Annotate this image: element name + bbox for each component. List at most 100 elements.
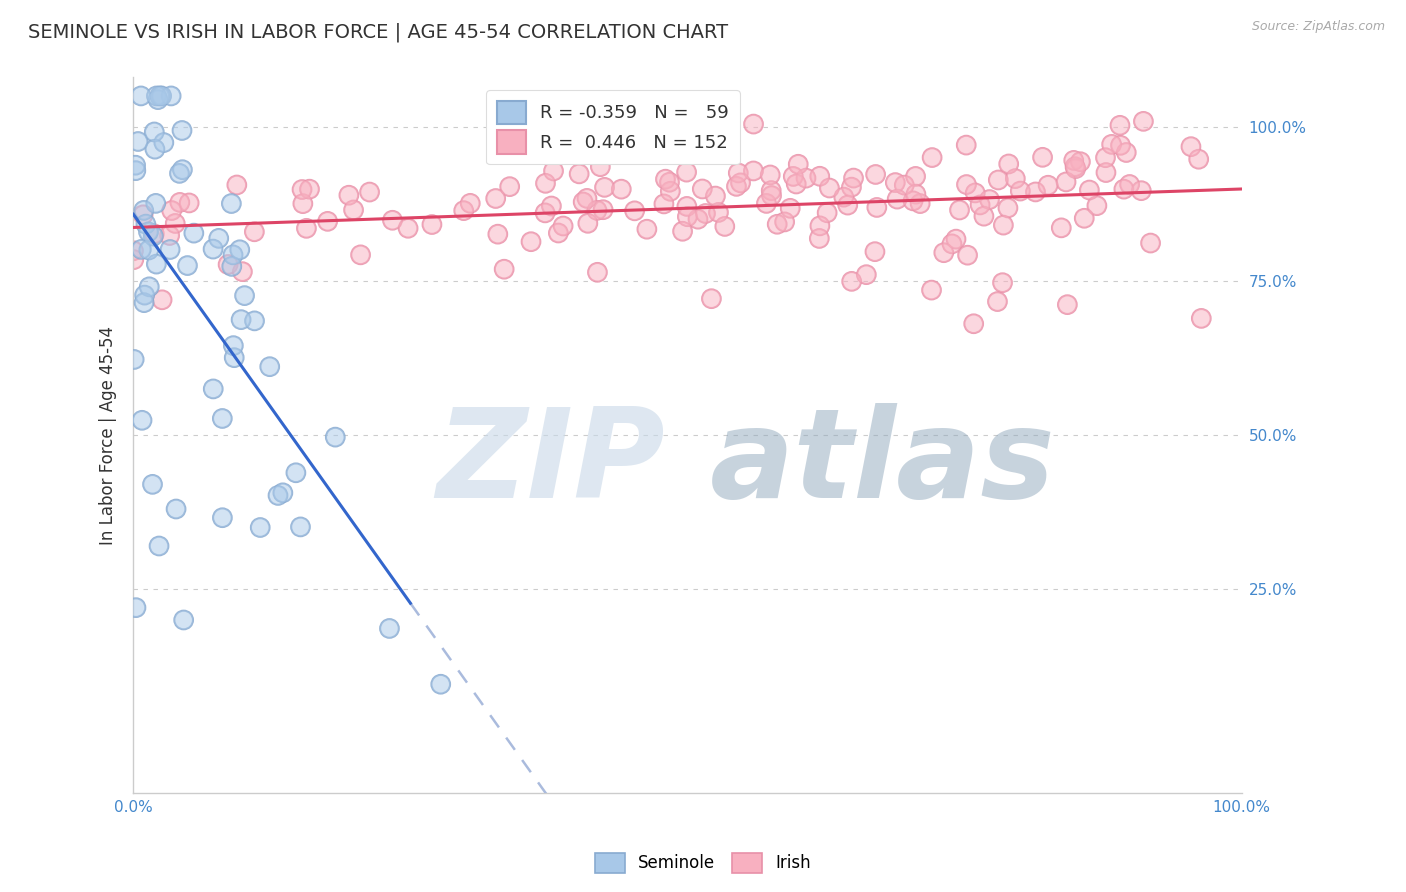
Point (782, 169, 804, 184)
Point (165, 502, 187, 516)
Point (1063, 153, 1085, 168)
Point (652, 197, 675, 211)
Point (211, 510, 233, 524)
Point (1064, 160, 1087, 174)
Point (808, 169, 831, 184)
Point (125, 600, 148, 615)
Point (884, 176, 907, 190)
Point (586, 203, 609, 218)
Point (714, 219, 737, 234)
Point (134, 288, 156, 302)
Point (225, 178, 247, 192)
Point (921, 283, 943, 297)
Point (145, 89, 167, 103)
Point (125, 163, 148, 178)
Point (420, 218, 443, 232)
Point (921, 151, 943, 165)
Point (494, 262, 516, 277)
Point (956, 248, 979, 262)
Point (534, 177, 557, 191)
Point (592, 202, 614, 217)
Point (243, 314, 266, 328)
Point (815, 206, 838, 220)
Point (125, 163, 148, 178)
Point (271, 485, 294, 500)
Point (342, 202, 364, 217)
Point (1109, 138, 1132, 153)
Point (553, 219, 575, 233)
Point (160, 89, 183, 103)
Point (520, 235, 543, 249)
Text: Source: ZipAtlas.com: Source: ZipAtlas.com (1251, 20, 1385, 33)
Point (208, 231, 231, 245)
Point (901, 194, 924, 208)
Point (396, 221, 419, 235)
Point (1056, 298, 1078, 312)
Point (700, 292, 723, 306)
Point (686, 212, 709, 227)
Point (132, 203, 155, 218)
Point (841, 274, 863, 288)
Point (138, 280, 160, 294)
Point (1078, 183, 1101, 197)
Point (176, 259, 198, 273)
Point (143, 125, 166, 139)
Point (794, 171, 817, 186)
Point (1064, 161, 1087, 176)
Point (1073, 211, 1095, 226)
Point (125, 600, 148, 615)
Point (766, 217, 789, 231)
Point (755, 196, 778, 211)
Point (231, 265, 253, 279)
Point (183, 226, 205, 240)
Point (145, 257, 167, 271)
Point (1189, 311, 1212, 326)
Point (863, 244, 886, 259)
Point (224, 351, 246, 365)
Point (1054, 175, 1077, 189)
Point (1095, 165, 1118, 179)
Point (1078, 183, 1101, 197)
Point (1132, 114, 1154, 128)
Point (1064, 160, 1087, 174)
Point (773, 215, 796, 229)
Point (761, 188, 783, 202)
Point (808, 231, 831, 245)
Point (211, 411, 233, 425)
Point (965, 186, 987, 200)
Point (222, 338, 245, 352)
Point (249, 520, 271, 534)
Point (143, 227, 166, 241)
Point (948, 202, 970, 217)
Point (659, 184, 682, 198)
Point (866, 201, 889, 215)
Point (695, 206, 717, 220)
Point (1054, 175, 1077, 189)
Point (146, 93, 169, 107)
Point (575, 191, 598, 205)
Point (458, 196, 481, 211)
Point (229, 243, 252, 257)
Point (499, 179, 522, 194)
Y-axis label: In Labor Force | Age 45-54: In Labor Force | Age 45-54 (100, 326, 117, 544)
Point (1056, 298, 1078, 312)
Point (211, 510, 233, 524)
Point (863, 244, 886, 259)
Point (221, 260, 243, 274)
Point (761, 184, 783, 198)
Point (142, 229, 165, 244)
Point (381, 213, 404, 227)
Point (997, 157, 1019, 171)
Point (316, 214, 339, 228)
Point (1101, 137, 1123, 152)
Point (1004, 171, 1026, 186)
Point (818, 181, 841, 195)
Point (576, 216, 599, 230)
Point (773, 215, 796, 229)
Point (979, 193, 1001, 207)
Point (298, 182, 321, 196)
Point (575, 191, 598, 205)
Point (586, 265, 609, 279)
Point (842, 171, 865, 186)
Point (808, 219, 831, 233)
